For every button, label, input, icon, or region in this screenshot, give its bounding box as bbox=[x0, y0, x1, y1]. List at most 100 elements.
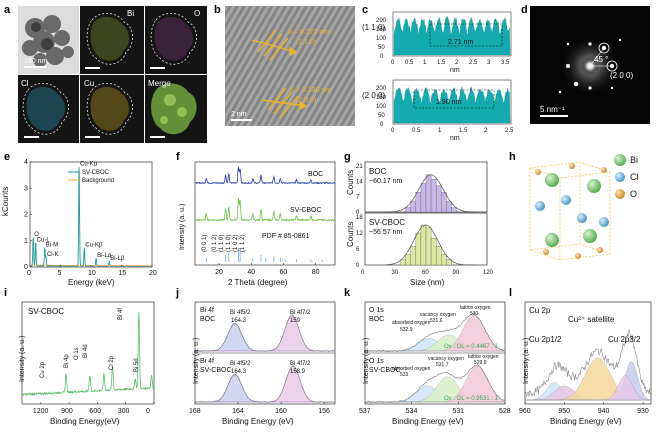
hist-xlabel: Size (nm) bbox=[410, 278, 445, 287]
panel-e: SV-CBOC Background OCu-LBi-M Cl-K Cu-Kα Cu-… bbox=[1, 159, 157, 287]
plane-1: (1 1 0) bbox=[296, 39, 316, 46]
plane-2: (2 0 0) bbox=[296, 97, 316, 104]
hist-bar bbox=[435, 246, 442, 266]
atoms bbox=[535, 163, 609, 259]
eds-xlabel: Energy (keV) bbox=[68, 278, 115, 287]
xrd-plane-labels: (0 0 1) (0 1 2) (1 1 0) (1 1 0) (1 0 2) … bbox=[202, 235, 246, 252]
survey-title: SV-CBOC bbox=[28, 307, 64, 316]
o1s-labels: O 1s BOC O 1s SV-CBOC bbox=[369, 307, 401, 374]
xrd-cboc-label: SV-CBOC bbox=[290, 207, 322, 214]
svg-text:200: 200 bbox=[376, 18, 387, 24]
svg-text:532.9: 532.9 bbox=[400, 327, 413, 333]
o1s-xlabel: Binding Energy (eV) bbox=[392, 417, 464, 426]
cu2p-line bbox=[524, 329, 651, 397]
profile-top-xlabel: nm bbox=[450, 67, 460, 74]
svg-text:vacancy oxygen: vacancy oxygen bbox=[420, 312, 456, 318]
svg-text:absorbed oxygen: absorbed oxygen bbox=[392, 366, 431, 372]
svg-text:164.3: 164.3 bbox=[231, 318, 247, 324]
xrd-sv-cboc bbox=[194, 197, 336, 222]
o1s-xtick: 534 bbox=[406, 408, 418, 415]
hist-bar bbox=[425, 174, 432, 213]
panel-f: BOC SV-CBOC PDF # 85-0861 (0 0 1) (0 1 2… bbox=[179, 161, 336, 287]
atom-o bbox=[569, 163, 575, 169]
profile-bottom-label: (2 0 0) bbox=[362, 91, 385, 100]
atom-o bbox=[597, 247, 603, 253]
panel-letter-j: j bbox=[175, 287, 179, 299]
panel-letter-a: a bbox=[4, 4, 11, 16]
xrd-xtick: 20 bbox=[215, 269, 223, 276]
svg-text:3: 3 bbox=[487, 60, 491, 66]
hist-bar bbox=[430, 238, 437, 266]
svg-text:0: 0 bbox=[380, 54, 384, 60]
profile-bottom: 1.90 nm (2 0 0) 0 50 100 150 200 0 0.5 1… bbox=[362, 79, 514, 142]
xrd-xtick: 40 bbox=[247, 269, 255, 276]
hist-xtick: 90 bbox=[453, 270, 460, 276]
svg-text:Cu 2p: Cu 2p bbox=[40, 361, 46, 378]
profile-bottom-xticks: 0 0.5 1 1.5 2 2.5 bbox=[391, 128, 514, 134]
hist-cboc-label: SV-CBOC bbox=[369, 218, 405, 227]
svg-text:0.5: 0.5 bbox=[412, 128, 421, 134]
eds-peak-label: Cu-Kα bbox=[80, 161, 98, 167]
legend-bi: Bi bbox=[630, 155, 638, 165]
svg-text:150: 150 bbox=[376, 95, 387, 101]
structure-legend: Bi Cl O bbox=[614, 154, 639, 199]
o1s-xtick: 537 bbox=[359, 408, 371, 415]
atom-bi bbox=[583, 229, 597, 243]
hist-bar bbox=[430, 178, 437, 213]
bi4f-peak-labels: Bi 4f5/2 164.3 Bi 4f7/2 159 Bi 4f5/2 164… bbox=[230, 310, 311, 375]
eds-ytick: 2 bbox=[24, 212, 28, 219]
hist-ytick: 14 bbox=[356, 179, 363, 185]
hist-bar bbox=[435, 185, 442, 213]
panel-k: O 1s BOC O 1s SV-CBOC absorbed oxygen 53… bbox=[359, 301, 511, 426]
fft-scale-label: 5 nm⁻¹ bbox=[540, 105, 565, 114]
panel-g: BOC ~60.17 nm SV-CBOC ~56.57 nm 0 7 14 21 0 6… bbox=[346, 161, 494, 287]
profile-top-yticks: 0 50 100 150 200 bbox=[376, 18, 387, 60]
svg-text:50: 50 bbox=[378, 113, 385, 119]
profile-top-fill bbox=[393, 16, 511, 56]
cu2p-xtick: 960 bbox=[519, 408, 531, 415]
eds-peak-label: Cu-L bbox=[37, 237, 51, 243]
bi4f-boc-line bbox=[194, 314, 336, 352]
profile-bottom-xlabel: nm bbox=[450, 135, 460, 142]
svg-text:1.5: 1.5 bbox=[437, 60, 446, 66]
xps-survey-line bbox=[21, 311, 155, 397]
svg-text:2: 2 bbox=[484, 128, 488, 134]
unit-cell bbox=[529, 161, 611, 261]
hist-bar bbox=[415, 192, 422, 213]
profile-top: 2.71 nm (1 1 0) 0 50 100 150 200 0 0.5 1… bbox=[362, 11, 512, 74]
xrd-xtick: 80 bbox=[312, 269, 320, 276]
atom-bi bbox=[545, 173, 559, 187]
d-spacing-2: d = 0.190 nm bbox=[290, 87, 331, 94]
bi4f-cboc-line bbox=[195, 365, 335, 403]
svg-text:158.9: 158.9 bbox=[290, 369, 306, 375]
cu-satellite-label: Cu²⁺ satellite bbox=[568, 315, 615, 324]
atom-o bbox=[543, 249, 549, 255]
svg-text:absorbed oxygen: absorbed oxygen bbox=[392, 320, 431, 326]
panel-i: SV-CBOC Cu 2p Bi 4p O 1s Bi 4d Cl 2p Bi … bbox=[19, 301, 155, 426]
svg-text:SV-CBOC: SV-CBOC bbox=[200, 367, 232, 374]
hist-bar bbox=[425, 227, 432, 266]
xrd-boc-label: BOC bbox=[308, 171, 323, 178]
hist-ytick: 7 bbox=[356, 195, 360, 201]
svg-text:Bi 4f5/2: Bi 4f5/2 bbox=[230, 310, 251, 316]
cu2p-xtick: 950 bbox=[558, 408, 570, 415]
xrd-pdf-label: PDF # 85-0861 bbox=[262, 233, 310, 240]
hist-bar bbox=[420, 183, 427, 213]
xrd-xlabel: 2 Theta (degree) bbox=[228, 278, 288, 287]
hist-xtick: 60 bbox=[422, 270, 429, 276]
svg-text:530: 530 bbox=[470, 311, 479, 317]
svg-text:Cl 2p: Cl 2p bbox=[109, 355, 115, 370]
svg-text:lattice oxygen: lattice oxygen bbox=[468, 354, 499, 360]
cu2p12-label: Cu 2p1/2 bbox=[529, 335, 562, 344]
survey-xtick: 0 bbox=[146, 408, 150, 415]
svg-text:Bi 4f: Bi 4f bbox=[200, 307, 214, 314]
hist-bar bbox=[441, 192, 447, 213]
svg-text:2: 2 bbox=[455, 60, 459, 66]
svg-text:(0 1 2): (0 1 2) bbox=[212, 235, 218, 252]
hist-bar bbox=[441, 254, 447, 266]
panel-letter-b: b bbox=[214, 4, 221, 16]
svg-text:O 1s: O 1s bbox=[369, 307, 384, 314]
bi4f-xtick: 168 bbox=[189, 408, 201, 415]
svg-text:200: 200 bbox=[376, 86, 387, 92]
atom-o bbox=[601, 167, 607, 173]
